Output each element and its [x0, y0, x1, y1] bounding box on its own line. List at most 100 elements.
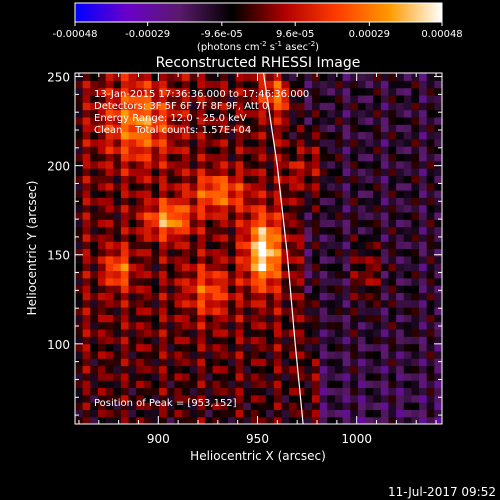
heatmap-pixel: [197, 153, 206, 162]
heatmap-pixel: [120, 241, 130, 250]
heatmap-pixel: [312, 211, 321, 220]
heatmap-pixel: [120, 168, 130, 176]
heatmap-pixel: [227, 321, 237, 330]
heatmap-pixel: [266, 204, 275, 213]
heatmap-pixel: [266, 314, 275, 323]
heatmap-pixel: [105, 73, 114, 81]
heatmap-pixel: [143, 394, 153, 403]
heatmap-pixel: [212, 299, 221, 308]
heatmap-pixel: [204, 350, 214, 359]
heatmap-pixel: [105, 87, 114, 96]
heatmap-pixel: [220, 146, 229, 155]
heatmap-pixel: [273, 336, 283, 345]
heatmap-pixel: [82, 387, 91, 396]
heatmap-pixel: [159, 248, 168, 257]
heatmap-pixel: [373, 87, 382, 96]
heatmap-pixel: [258, 358, 267, 367]
heatmap-pixel: [273, 350, 283, 359]
heatmap-pixel: [342, 402, 351, 410]
heatmap-pixel: [75, 190, 84, 198]
heatmap-pixel: [143, 190, 153, 198]
heatmap-pixel: [403, 299, 413, 308]
heatmap-pixel: [266, 372, 275, 381]
heatmap-pixel: [235, 387, 244, 396]
heatmap-pixel: [235, 204, 244, 213]
heatmap-pixel: [296, 175, 305, 184]
heatmap-pixel: [174, 190, 183, 198]
heatmap-pixel: [411, 226, 420, 235]
heatmap-pixel: [120, 285, 130, 293]
heatmap-pixel: [380, 124, 390, 133]
heatmap-pixel: [380, 307, 390, 315]
heatmap-pixel: [357, 241, 367, 250]
colorbar-tick-label: 0.00029: [349, 29, 390, 40]
heatmap-pixel: [128, 153, 137, 162]
heatmap-pixel: [396, 211, 405, 220]
heatmap-pixel: [90, 116, 99, 125]
heatmap-pixel: [105, 292, 114, 301]
heatmap-pixel: [312, 124, 321, 133]
heatmap-pixel: [350, 299, 359, 308]
heatmap-pixel: [212, 387, 221, 396]
heatmap-pixel: [365, 124, 374, 133]
heatmap-pixel: [403, 402, 413, 410]
heatmap-pixel: [350, 328, 359, 337]
heatmap-pixel: [373, 190, 382, 198]
heatmap-pixel: [212, 124, 221, 133]
heatmap-pixel: [82, 160, 91, 169]
heatmap-pixel: [426, 73, 435, 81]
heatmap-pixel: [365, 109, 374, 118]
heatmap-pixel: [128, 226, 137, 235]
heatmap-pixel: [174, 226, 183, 235]
heatmap-pixel: [289, 197, 298, 206]
heatmap-pixel: [334, 87, 344, 96]
heatmap-pixel: [289, 182, 298, 191]
heatmap-pixel: [373, 219, 382, 228]
heatmap-pixel: [182, 321, 191, 330]
heatmap-pixel: [312, 219, 321, 228]
heatmap-pixel: [227, 219, 237, 228]
heatmap-pixel: [250, 73, 260, 81]
heatmap-pixel: [250, 409, 260, 418]
heatmap-pixel: [250, 314, 260, 323]
heatmap-pixel: [250, 402, 260, 410]
heatmap-pixel: [227, 80, 237, 89]
heatmap-pixel: [419, 197, 428, 206]
heatmap-pixel: [304, 416, 313, 424]
heatmap-pixel: [197, 365, 206, 374]
heatmap-pixel: [312, 336, 321, 345]
heatmap-pixel: [365, 73, 374, 81]
heatmap-pixel: [75, 380, 84, 389]
heatmap-pixel: [182, 277, 191, 286]
heatmap-pixel: [235, 124, 244, 133]
heatmap-pixel: [220, 380, 229, 389]
heatmap-pixel: [143, 204, 153, 213]
heatmap-pixel: [136, 409, 145, 418]
heatmap-pixel: [136, 350, 145, 359]
heatmap-pixel: [319, 277, 328, 286]
heatmap-pixel: [128, 307, 137, 315]
heatmap-pixel: [419, 182, 428, 191]
heatmap-pixel: [189, 358, 198, 367]
heatmap-pixel: [319, 372, 328, 381]
heatmap-pixel: [166, 350, 175, 359]
heatmap-pixel: [151, 168, 160, 176]
heatmap-pixel: [312, 321, 321, 330]
heatmap-pixel: [342, 190, 351, 198]
heatmap-pixel: [243, 343, 252, 352]
heatmap-pixel: [212, 153, 221, 162]
heatmap-pixel: [166, 102, 175, 111]
heatmap-pixel: [403, 124, 413, 133]
heatmap-pixel: [235, 197, 244, 206]
heatmap-pixel: [159, 336, 168, 345]
heatmap-pixel: [388, 168, 397, 176]
heatmap-pixel: [227, 336, 237, 345]
heatmap-pixel: [334, 80, 344, 89]
heatmap-pixel: [426, 109, 435, 118]
heatmap-pixel: [411, 372, 420, 381]
heatmap-pixel: [105, 270, 114, 279]
heatmap-pixel: [90, 175, 99, 184]
heatmap-pixel: [304, 285, 313, 293]
heatmap-pixel: [113, 138, 122, 147]
heatmap-pixel: [426, 160, 435, 169]
